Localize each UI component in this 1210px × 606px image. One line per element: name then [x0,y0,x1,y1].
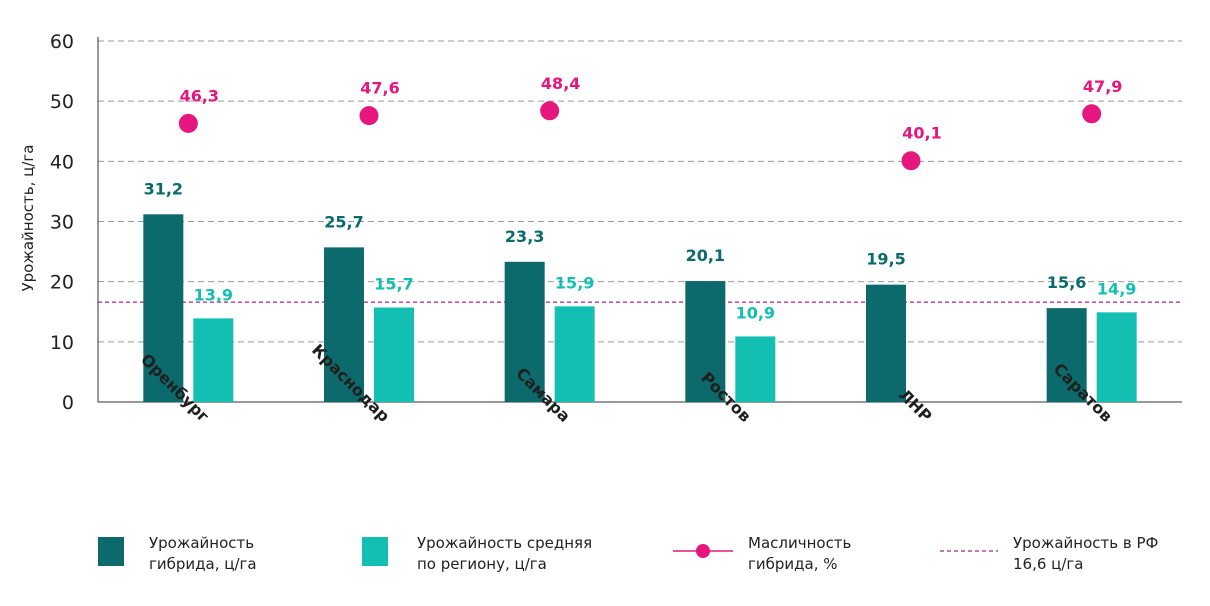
oil-point [901,151,921,171]
legend-label-rf: Урожайность в РФ 16,6 ц/га [1013,534,1159,573]
chart: 0 10 20 30 40 50 60 31,2 13,9 46,3 25,7 15,7 47,6 23… [19,31,1182,426]
bar-hybrid [866,284,906,402]
data-label-region: 13,9 [194,285,233,304]
bar-hybrid [143,214,184,402]
bar-region [735,336,776,402]
bar-region [1096,312,1137,402]
legend-label-region: Урожайность средняя по региону, ц/га [417,534,593,573]
bar-hybrid [1046,308,1087,402]
data-label-oil: 46,3 [180,86,219,105]
legend-swatch-rf-line [940,550,998,552]
category-label: ЛНР [895,385,936,426]
oil-point [540,101,560,121]
bar-region [193,318,234,402]
data-label-region: 15,7 [374,275,413,294]
category-labels: Оренбург Краснодар Самара Ростов ЛНР Саратов [137,340,1116,426]
data-label-hybrid: 20,1 [686,246,725,265]
data-labels: 31,2 13,9 46,3 25,7 15,7 47,6 23,3 15,9 48,4 20,1… [144,74,1137,323]
y-tick-label: 0 [62,392,74,414]
oil-points [178,101,1102,171]
data-label-hybrid: 31,2 [144,179,183,198]
data-label-region: 15,9 [555,273,594,292]
axes: 0 10 20 30 40 50 60 [50,31,1182,414]
y-tick-label: 10 [50,332,74,354]
y-tick-label: 30 [50,212,74,234]
data-label-hybrid: 23,3 [505,227,544,246]
legend-swatch-hybrid-bar [98,537,124,566]
legend-swatch-oil-point [673,544,733,558]
legend-swatch-region-bar [362,537,388,566]
grid-lines [98,40,1182,343]
y-axis-label: Урожайность, ц/га [19,145,37,292]
y-tick-label: 50 [50,91,74,113]
y-tick-label: 20 [50,272,74,294]
data-label-hybrid: 25,7 [324,212,363,231]
data-label-oil: 47,6 [360,79,399,98]
legend: Урожайность гибрида, ц/га Урожайность сре… [0,533,1210,593]
oil-point [178,113,198,133]
data-label-region: 14,9 [1097,279,1136,298]
legend-label-oil: Масличность гибрида, % [748,534,852,573]
bar-hybrid [504,261,545,402]
y-tick-label: 60 [50,31,74,53]
bars [143,214,1137,402]
data-label-oil: 47,9 [1083,77,1122,96]
oil-point [1082,104,1102,124]
data-label-hybrid: 15,6 [1047,273,1086,292]
bar-region [554,306,595,402]
bar-region [374,307,414,402]
legend-label-hybrid: Урожайность гибрида, ц/га [149,534,257,573]
bar-hybrid [324,247,364,402]
data-label-hybrid: 19,5 [866,250,905,269]
oil-point [359,106,379,126]
data-label-region: 10,9 [736,303,775,322]
data-label-oil: 48,4 [541,74,580,93]
data-label-oil: 40,1 [902,124,941,143]
y-tick-label: 40 [50,151,74,173]
bar-hybrid [685,281,726,402]
